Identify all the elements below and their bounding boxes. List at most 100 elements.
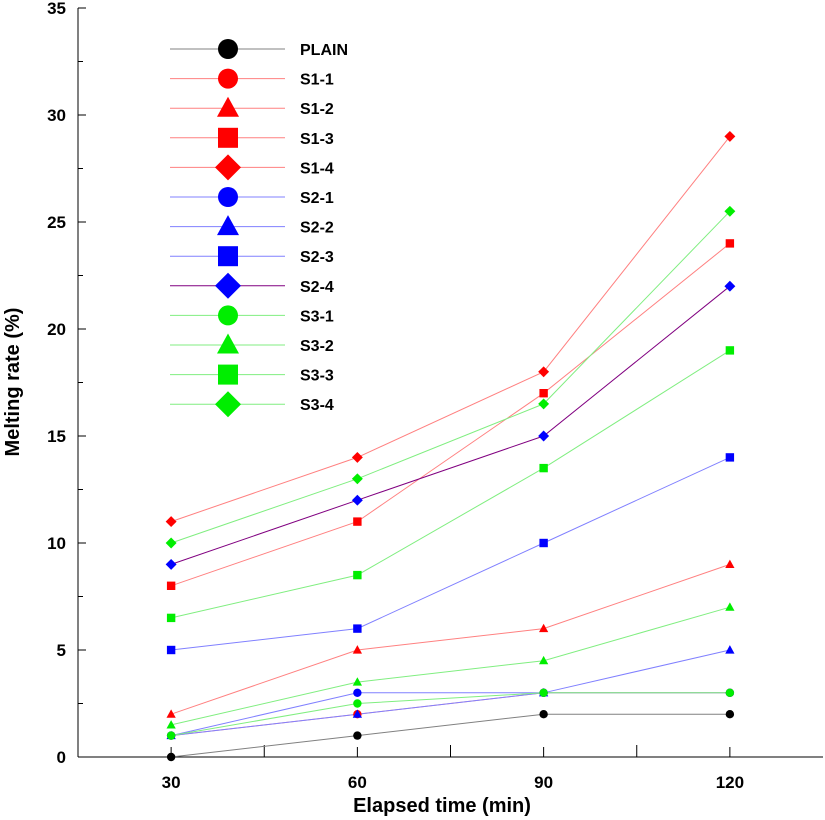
- data-point-S1-2: [166, 709, 176, 718]
- data-point-PLAIN: [353, 731, 362, 740]
- legend-label-PLAIN: PLAIN: [300, 42, 348, 59]
- legend-label-S2-2: S2-2: [300, 220, 334, 237]
- data-point-S2-3: [725, 453, 735, 462]
- x-tick-label: 30: [162, 773, 181, 792]
- y-tick-label: 10: [47, 534, 66, 553]
- series-line-S1-2: [170, 563, 731, 715]
- data-point-S3-3: [353, 570, 362, 580]
- data-point-S3-1: [353, 699, 362, 708]
- legend-label-S3-4: S3-4: [300, 397, 334, 414]
- data-point-S1-2: [352, 645, 362, 654]
- series-line-S3-1: [171, 692, 730, 737]
- data-point-S1-4: [351, 451, 363, 463]
- x-tick-label: 90: [534, 773, 553, 792]
- data-point-S1-2: [725, 559, 735, 568]
- legend-label-S1-1: S1-1: [300, 72, 334, 89]
- series-lines: [170, 136, 731, 758]
- data-point-S3-4: [165, 537, 177, 549]
- series-markers: [165, 130, 736, 762]
- data-point-S1-2: [539, 623, 549, 633]
- x-tick-label: 60: [348, 773, 367, 792]
- y-axis: 0 5 10 15 20 25 30 35: [47, 0, 86, 767]
- series-line-S1-4: [170, 136, 731, 523]
- series-line-S3-3: [171, 349, 731, 619]
- series-line-S2-2: [171, 649, 730, 737]
- legend-marker-S1-2: [217, 96, 239, 117]
- y-tick-label: 5: [57, 641, 66, 660]
- series-line-S3-4: [170, 210, 731, 544]
- y-tick-label: 35: [47, 0, 66, 18]
- data-point-S3-3: [166, 613, 176, 623]
- legend-label-S1-4: S1-4: [300, 160, 334, 177]
- data-point-S1-4: [724, 130, 736, 142]
- y-tick-label: 20: [47, 320, 66, 339]
- data-point-S3-2: [725, 602, 735, 611]
- data-point-PLAIN: [539, 710, 548, 719]
- x-axis-title: Elapsed time (min): [353, 795, 531, 817]
- data-point-S1-3: [166, 581, 176, 590]
- legend-label-S1-2: S1-2: [300, 101, 334, 118]
- y-tick-label: 0: [57, 748, 66, 767]
- series-line-S2-4: [170, 285, 731, 565]
- legend-marker-S2-4: [215, 272, 241, 299]
- data-point-S2-4: [165, 558, 177, 570]
- data-point-S3-4: [724, 205, 736, 217]
- legend-marker-S2-3: [218, 246, 238, 267]
- data-point-S2-4: [538, 430, 550, 442]
- data-point-S3-2: [352, 677, 362, 686]
- data-point-S3-3: [725, 346, 735, 355]
- data-point-S3-4: [538, 398, 550, 410]
- legend-label-S1-3: S1-3: [300, 131, 334, 148]
- data-point-S2-3: [539, 538, 548, 548]
- data-point-S3-1: [725, 688, 735, 697]
- data-point-PLAIN: [166, 752, 176, 762]
- data-point-S2-2: [725, 645, 735, 654]
- data-point-S1-3: [725, 239, 735, 248]
- data-point-S2-2: [352, 709, 362, 718]
- y-tick-label: 15: [47, 427, 66, 446]
- legend-label-S2-1: S2-1: [300, 190, 334, 207]
- legend-label-S3-1: S3-1: [300, 308, 334, 325]
- data-point-S2-3: [166, 645, 176, 655]
- legend-marker-PLAIN: [218, 39, 238, 59]
- data-point-S3-1: [539, 688, 548, 697]
- legend-marker-S2-1: [218, 187, 238, 207]
- data-point-S1-4: [538, 366, 550, 378]
- data-point-S3-1: [166, 731, 176, 740]
- x-tick-label: 120: [716, 773, 744, 792]
- data-point-S1-3: [353, 517, 362, 526]
- legend-label-S2-3: S2-3: [300, 249, 334, 266]
- data-point-S1-4: [165, 516, 177, 528]
- legend-marker-S3-3: [218, 364, 238, 385]
- data-point-S2-3: [353, 624, 362, 633]
- data-point-S1-3: [539, 389, 548, 398]
- data-point-S2-4: [351, 494, 363, 506]
- legend-label-S3-3: S3-3: [300, 368, 334, 385]
- legend-marker-S3-4: [215, 391, 241, 418]
- legend-label-S2-4: S2-4: [300, 279, 334, 296]
- data-point-PLAIN: [725, 710, 735, 719]
- legend: PLAIN S1-1 S1-2 S1-3 S1-4 S2-1 S2-2 S2-3 S2-4 S3-…: [170, 39, 348, 418]
- data-point-S3-2: [166, 720, 176, 729]
- legend-marker-S3-2: [217, 333, 239, 354]
- data-point-S3-3: [539, 463, 548, 473]
- series-line-S3-2: [171, 606, 731, 726]
- data-point-S3-4: [351, 473, 363, 485]
- series-line-S2-3: [171, 456, 731, 651]
- y-tick-label: 30: [47, 106, 66, 125]
- y-axis-title: Melting rate (%): [2, 308, 24, 457]
- data-point-S2-1: [353, 688, 362, 697]
- legend-marker-S1-1: [218, 68, 238, 89]
- legend-marker-S1-3: [218, 127, 238, 148]
- data-point-S2-4: [724, 280, 736, 292]
- x-axis: 30 60 90 120: [162, 745, 744, 792]
- series-line-PLAIN: [171, 713, 730, 758]
- data-point-S3-2: [539, 655, 549, 665]
- y-tick-label: 25: [47, 213, 66, 232]
- legend-marker-S2-2: [217, 215, 239, 236]
- legend-marker-S3-1: [218, 305, 238, 326]
- series-line-S1-3: [170, 243, 731, 587]
- legend-marker-S1-4: [215, 154, 241, 181]
